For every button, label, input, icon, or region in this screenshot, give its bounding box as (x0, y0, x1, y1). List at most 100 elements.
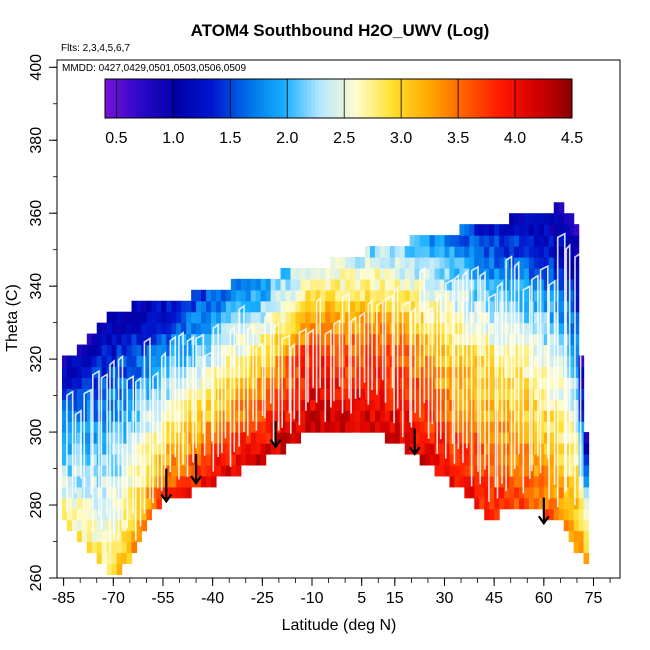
heatmap-cell (489, 300, 495, 313)
heatmap-cell (374, 399, 381, 411)
heatmap-cell (265, 300, 272, 313)
heatmap-cell (61, 355, 68, 368)
heatmap-cell (459, 267, 465, 280)
heatmap-cell (543, 311, 550, 324)
colorbar-segment (155, 79, 160, 118)
heatmap-cell (399, 278, 406, 291)
flight-track-streak (66, 390, 74, 513)
x-tick-label: -70 (102, 590, 125, 607)
heatmap-cell (225, 289, 232, 302)
heatmap-cell (61, 410, 68, 422)
heatmap-cell (225, 333, 232, 346)
heatmap-cell (146, 508, 152, 521)
flight-track-streak (539, 264, 549, 474)
colorbar-segment (346, 79, 351, 118)
heatmap-cell (131, 432, 138, 444)
heatmap-cell (439, 267, 446, 280)
heatmap-cell (260, 410, 267, 422)
heatmap-cell (578, 497, 585, 510)
heatmap-cell (225, 355, 232, 368)
heatmap-cell (181, 421, 187, 433)
heatmap-cell (250, 300, 257, 313)
heatmap-cell (295, 289, 302, 302)
heatmap-cell (404, 289, 411, 302)
heatmap-cell (479, 333, 485, 346)
flight-track-streak (126, 374, 134, 529)
heatmap-cell (295, 388, 302, 400)
heatmap-cell (389, 388, 396, 400)
colorbar-segment (190, 79, 196, 118)
heatmap-cell (553, 410, 560, 422)
heatmap-cell (514, 486, 520, 499)
heatmap-cell (300, 322, 306, 335)
heatmap-cell (335, 366, 341, 378)
heatmap-cell (136, 388, 143, 400)
heatmap-cell (573, 235, 580, 247)
heatmap-cell (578, 519, 585, 532)
heatmap-cell (350, 377, 356, 389)
heatmap-cell (454, 432, 460, 444)
flight-track-streak (307, 328, 314, 403)
heatmap-cell (166, 333, 172, 346)
heatmap-cell (459, 475, 465, 488)
heatmap-cell (449, 443, 456, 455)
arrow-head (269, 439, 282, 449)
heatmap-cell (250, 278, 257, 291)
heatmap-cell (504, 235, 510, 247)
flight-track-streak (160, 351, 167, 491)
heatmap-cell (399, 267, 406, 280)
heatmap-cell (295, 355, 302, 368)
heatmap-cell (523, 355, 530, 368)
heatmap-cell (166, 464, 172, 477)
heatmap-cell (548, 377, 555, 389)
heatmap-cell (543, 443, 550, 455)
heatmap-cell (404, 322, 411, 335)
heatmap-cell (285, 399, 292, 411)
heatmap-cell (280, 267, 287, 280)
heatmap-cell (295, 432, 302, 444)
heatmap-cell (360, 300, 366, 313)
heatmap-cell (325, 377, 331, 389)
heatmap-cell (399, 246, 406, 258)
heatmap-cell (409, 443, 416, 455)
colorbar-segment (252, 79, 258, 118)
heatmap-cell (315, 300, 321, 313)
colorbar-segment (182, 79, 188, 118)
heatmap-cell (176, 322, 182, 335)
heatmap-cell (459, 432, 465, 444)
heatmap-cell (484, 410, 490, 422)
heatmap-cell (429, 453, 436, 466)
heatmap-cell (553, 377, 560, 389)
heatmap-cell (76, 508, 83, 521)
heatmap-cell (151, 333, 157, 346)
heatmap-cell (479, 344, 485, 357)
heatmap-cell (275, 432, 282, 444)
heatmap-cell (419, 300, 426, 313)
flight-track-streak (178, 330, 184, 480)
heatmap-cell (91, 508, 98, 521)
heatmap-cell (320, 344, 326, 357)
colorbar-segment (128, 79, 133, 118)
heatmap-cell (290, 344, 297, 357)
colorbar-segment (178, 79, 184, 118)
heatmap-cell (285, 421, 292, 433)
heatmap-cell (509, 246, 515, 258)
heatmap-cell (191, 344, 197, 357)
heatmap-cell (514, 344, 520, 357)
heatmap-cell (538, 486, 545, 499)
heatmap-cell (573, 388, 580, 400)
heatmap-cell (543, 256, 550, 269)
heatmap-cell (71, 399, 78, 411)
heatmap-cell (106, 311, 113, 324)
heatmap-cell (558, 246, 565, 258)
heatmap-cell (523, 300, 530, 313)
heatmap-cell (514, 311, 520, 324)
heatmap-cell (553, 464, 560, 477)
heatmap-cell (101, 519, 108, 532)
colorbar-segment (303, 79, 308, 118)
heatmap-cell (414, 322, 421, 335)
heatmap-cell (126, 475, 133, 488)
colorbar-segment (147, 79, 153, 118)
colorbar-segment (560, 79, 565, 118)
